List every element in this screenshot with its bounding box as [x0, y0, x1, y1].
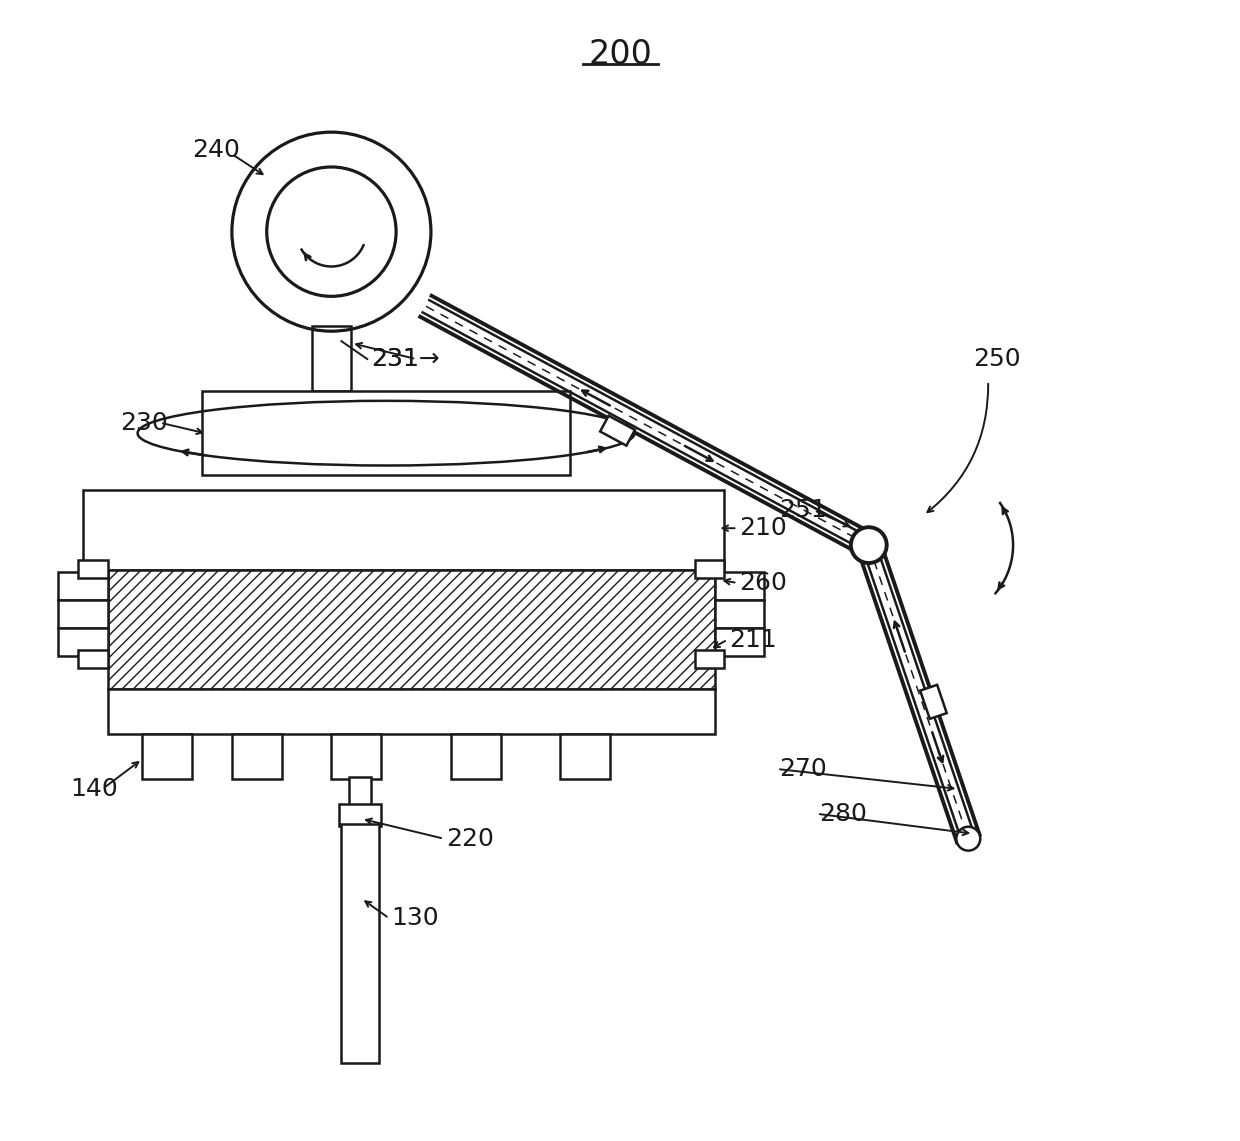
Text: 220: 220 — [446, 827, 494, 851]
Bar — [451, 734, 501, 779]
Bar — [340, 804, 381, 826]
Bar — [202, 391, 570, 476]
Bar — [560, 734, 610, 779]
Text: 230: 230 — [120, 411, 169, 435]
Bar — [694, 560, 724, 578]
Bar — [714, 628, 764, 656]
Text: 200: 200 — [588, 38, 652, 71]
Bar — [232, 734, 281, 779]
Text: 130: 130 — [391, 906, 439, 930]
Text: 231→: 231→ — [371, 347, 440, 371]
Bar — [311, 326, 351, 391]
Bar — [714, 572, 764, 600]
Text: 231: 231 — [371, 347, 419, 371]
Text: 251: 251 — [779, 499, 827, 523]
Text: 240: 240 — [192, 138, 241, 162]
Polygon shape — [920, 685, 947, 719]
Text: 260: 260 — [739, 570, 787, 594]
Text: 210: 210 — [739, 516, 787, 540]
Bar — [108, 689, 714, 734]
Bar — [58, 600, 108, 628]
Bar — [331, 734, 381, 779]
Bar — [83, 491, 724, 570]
Polygon shape — [600, 415, 635, 446]
Text: 250: 250 — [973, 347, 1021, 371]
Text: 270: 270 — [779, 756, 827, 782]
Text: 140: 140 — [71, 777, 119, 801]
Bar — [714, 600, 764, 628]
Bar — [350, 777, 371, 807]
Bar — [78, 649, 108, 667]
Bar — [58, 628, 108, 656]
Circle shape — [956, 827, 981, 851]
Bar — [341, 824, 379, 1062]
Bar — [694, 649, 724, 667]
Bar — [78, 560, 108, 578]
Text: 211: 211 — [729, 628, 777, 652]
Bar — [108, 570, 714, 689]
Bar — [143, 734, 192, 779]
Text: 280: 280 — [820, 802, 867, 826]
Circle shape — [851, 527, 887, 563]
Bar — [58, 572, 108, 600]
